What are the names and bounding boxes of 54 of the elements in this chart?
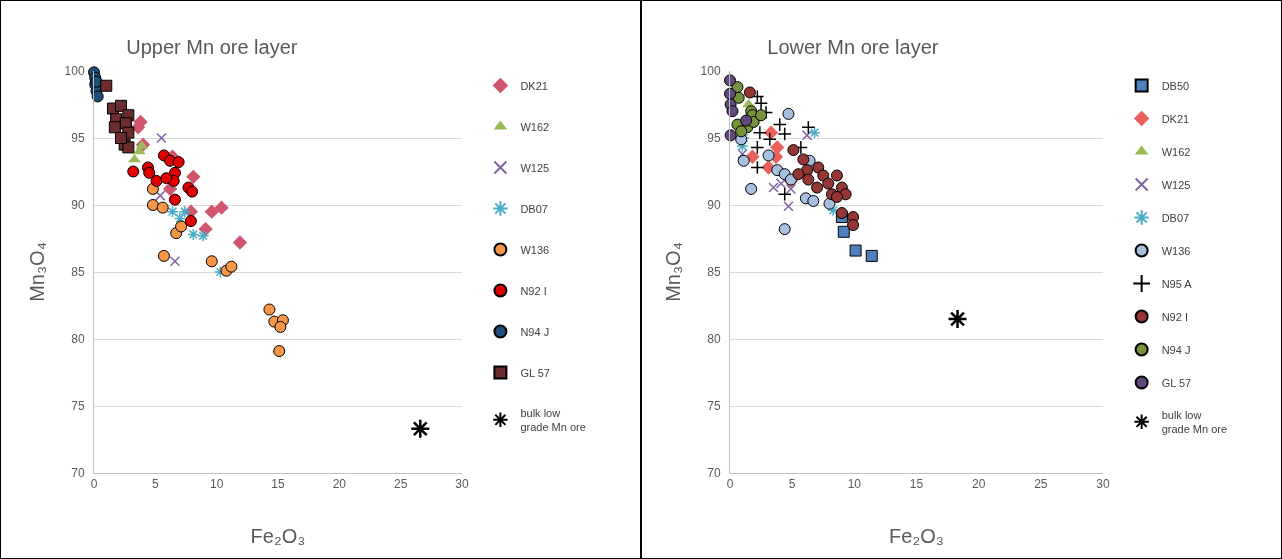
legend-label: W136 <box>520 243 550 256</box>
legend-label: N94 J <box>520 325 550 338</box>
legend-label: bulk low grade Mn ore <box>520 406 586 434</box>
chart-title: Lower Mn ore layer <box>767 35 939 58</box>
legend-label: W125 <box>1161 178 1191 191</box>
x-tick-label: 5 <box>151 477 159 492</box>
x-tick-label: 30 <box>455 477 469 492</box>
y-tick-label: 75 <box>707 399 721 414</box>
legend-label: N94 J <box>1161 343 1191 356</box>
x-axis-title: Fe₂O₃ <box>889 525 944 547</box>
y-tick-label: 95 <box>707 131 721 146</box>
legend-label: bulk low grade Mn ore <box>1161 408 1228 436</box>
x-tick-label: 15 <box>909 477 924 492</box>
legend-label: DB07 <box>520 202 548 215</box>
x-tick-label: 25 <box>393 477 408 492</box>
chart-title: Upper Mn ore layer <box>126 35 298 58</box>
y-tick-label: 95 <box>71 131 85 146</box>
x-tick-label: 20 <box>971 477 986 492</box>
y-tick-label: 70 <box>71 466 85 481</box>
y-tick-label: 100 <box>700 64 721 79</box>
legend-label: DK21 <box>1161 112 1190 125</box>
legend-label: DB07 <box>1161 211 1190 224</box>
x-tick-label: 5 <box>788 477 796 492</box>
y-tick-label: 100 <box>64 64 85 79</box>
y-axis-title: Mn₃O₄ <box>662 242 684 302</box>
y-tick-label: 75 <box>71 399 85 414</box>
y-tick-label: 80 <box>71 332 85 347</box>
legend-label: DK21 <box>520 79 548 92</box>
y-tick-label: 90 <box>707 198 721 213</box>
x-tick-label: 30 <box>1096 477 1110 492</box>
x-tick-label: 25 <box>1034 477 1048 492</box>
y-tick-label: 70 <box>707 466 721 481</box>
x-tick-label: 15 <box>271 477 285 492</box>
legend-label: GL 57 <box>520 366 550 379</box>
y-tick-label: 80 <box>707 332 721 347</box>
legend-label: DB50 <box>1161 79 1190 92</box>
y-tick-label: 90 <box>71 198 85 213</box>
y-axis-title: Mn₃O₄ <box>26 242 48 302</box>
legend-label: N92 I <box>1161 310 1188 323</box>
legend-label: GL 57 <box>1161 376 1192 389</box>
y-tick-label: 85 <box>707 265 721 280</box>
x-tick-label: 20 <box>332 477 347 492</box>
legend-label: W125 <box>520 161 550 174</box>
legend-label: W162 <box>520 120 550 133</box>
x-tick-label: 10 <box>847 477 862 492</box>
legend-label: N92 I <box>520 284 547 297</box>
x-tick-label: 0 <box>726 477 734 492</box>
y-tick-label: 85 <box>71 265 85 280</box>
legend-label: W162 <box>1161 145 1191 158</box>
legend-label: N95 A <box>1161 277 1193 290</box>
x-tick-label: 10 <box>209 477 224 492</box>
legend-label: W136 <box>1161 244 1191 257</box>
x-axis-title: Fe₂O₃ <box>250 525 306 547</box>
x-tick-label: 0 <box>90 477 98 492</box>
